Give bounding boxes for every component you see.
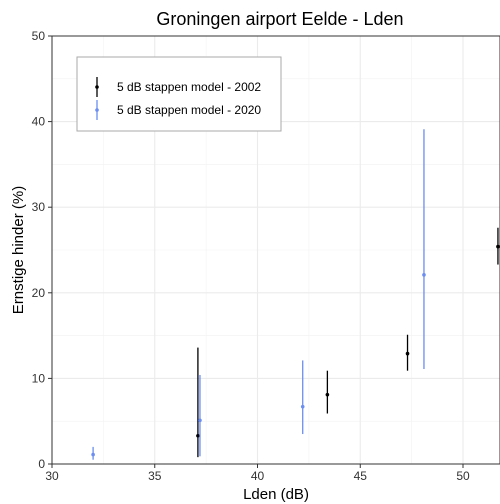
plot-panel-border bbox=[51, 35, 500, 465]
legend-key-point bbox=[95, 85, 99, 89]
data-point bbox=[91, 452, 95, 457]
y-tick-label: 10 bbox=[32, 371, 46, 385]
legend-label: 5 dB stappen model - 2002 bbox=[117, 80, 261, 94]
x-tick-label: 45 bbox=[354, 469, 368, 483]
y-tick-label: 0 bbox=[38, 457, 45, 471]
series-1 bbox=[196, 227, 500, 458]
chart-title: Groningen airport Eelde - Lden bbox=[156, 9, 403, 29]
data-point bbox=[196, 433, 200, 438]
legend-key-point bbox=[95, 108, 99, 112]
x-axis-title: Lden (dB) bbox=[243, 486, 309, 503]
y-tick-label: 30 bbox=[32, 200, 46, 214]
data-point bbox=[405, 351, 410, 356]
data-point bbox=[198, 418, 202, 423]
data-point bbox=[325, 392, 330, 397]
legend: 5 dB stappen model - 2002 5 dB stappen mo… bbox=[76, 56, 282, 132]
legend-box bbox=[76, 56, 282, 132]
y-tick-label: 20 bbox=[32, 286, 46, 300]
y-tick-label: 50 bbox=[32, 29, 46, 43]
data-point bbox=[422, 273, 426, 277]
x-tick-label: 30 bbox=[45, 469, 59, 483]
data-point bbox=[300, 404, 305, 409]
x-tick-label: 35 bbox=[148, 469, 162, 483]
y-tick-label: 40 bbox=[32, 115, 46, 129]
series-2 bbox=[91, 129, 426, 460]
data-point bbox=[496, 244, 500, 249]
data-marks bbox=[91, 129, 500, 460]
y-axis-title: Ernstige hinder (%) bbox=[10, 186, 27, 314]
legend-label: 5 dB stappen model - 2020 bbox=[117, 103, 261, 117]
x-tick-label: 40 bbox=[251, 469, 265, 483]
x-tick-label: 50 bbox=[456, 469, 470, 483]
axis-ticks: 30 35 40 45 50 0 10 20 30 40 50 bbox=[32, 29, 470, 483]
